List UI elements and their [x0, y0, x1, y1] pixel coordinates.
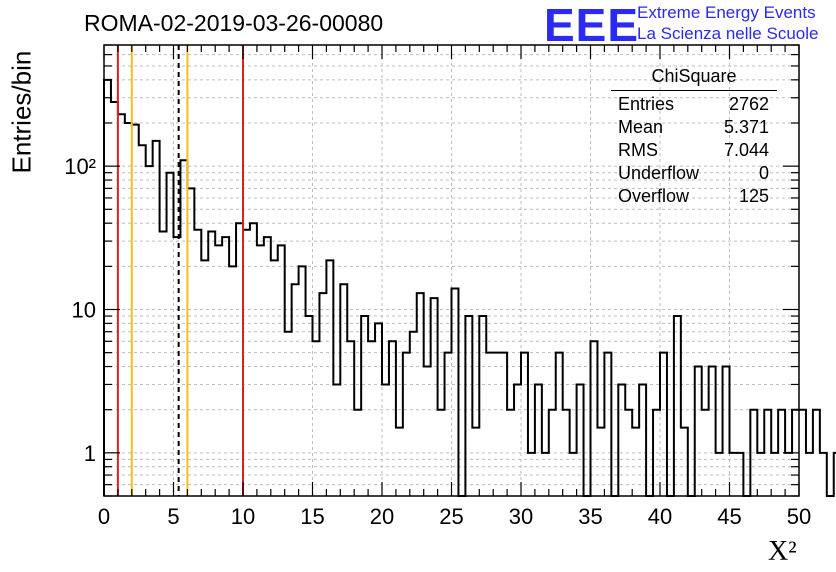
x-tick-label: 10 [231, 504, 255, 529]
stats-row-rms: RMS 7.044 [618, 140, 769, 160]
y-tick-label: 10 [72, 297, 96, 322]
stats-row-mean: Mean 5.371 [618, 117, 769, 137]
x-tick-label: 35 [578, 504, 602, 529]
logo-caption-1: Extreme Energy Events [637, 3, 816, 22]
x-tick-label: 45 [717, 504, 741, 529]
chart-title: ROMA-02-2019-03-26-00080 [84, 10, 384, 36]
x-tick-label: 5 [167, 504, 179, 529]
stats-box: ChiSquare Entries 2762 Mean 5.371 RMS 7.044… [611, 66, 777, 208]
x-tick-label: 15 [300, 504, 324, 529]
x-axis-label: Χ² [768, 536, 797, 567]
stats-row-underflow: Underflow 0 [618, 163, 769, 183]
y-tick-label: 1 [84, 441, 96, 466]
eee-logo: EEE [544, 0, 640, 51]
stats-title: ChiSquare [611, 66, 777, 91]
x-tick-label: 20 [370, 504, 394, 529]
y-tick-label: 10² [64, 154, 96, 179]
x-tick-label: 25 [439, 504, 463, 529]
histogram-line [103, 78, 836, 497]
x-tick-label: 50 [787, 504, 811, 529]
x-tick-label: 30 [509, 504, 533, 529]
x-tick-label: 0 [98, 504, 110, 529]
stats-row-entries: Entries 2762 [618, 94, 769, 114]
stats-row-overflow: Overflow 125 [618, 186, 769, 206]
logo-caption-2: La Scienza nelle Scuole [637, 24, 819, 43]
x-tick-label: 40 [648, 504, 672, 529]
